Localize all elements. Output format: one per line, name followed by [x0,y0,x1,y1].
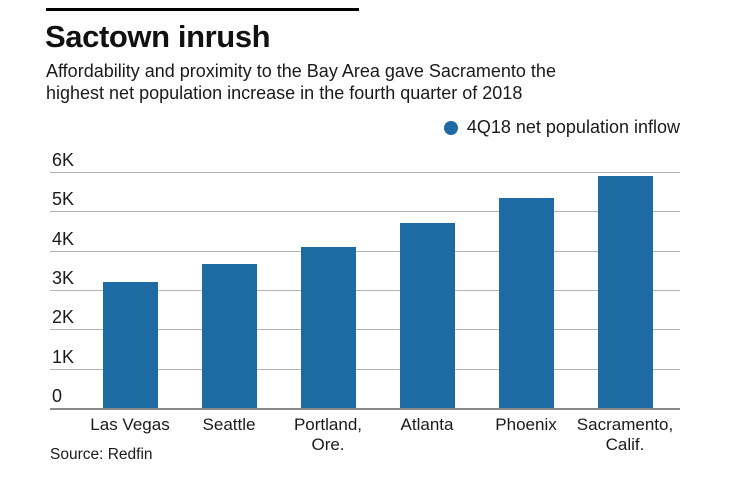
y-tick-label-4k: 4K [52,228,75,249]
gridline-4k [50,250,680,252]
legend: 4Q18 net population inflow [443,117,680,138]
gridline-3k [50,290,680,291]
gridline-5k [50,211,680,213]
x-tick-label-seattle: Seattle [169,415,289,435]
header-rule [46,8,359,11]
y-tick-label-5k: 5K [52,189,75,210]
gridline-1k [50,368,680,370]
bar-las-vegas [102,282,158,408]
x-tick-label-atlanta: Atlanta [367,415,487,435]
gridline-6k [50,172,680,173]
x-tick-label-line: Phoenix [495,415,557,434]
x-tick-label-line: Portland, [293,415,363,434]
x-tick-label-line: Seattle [202,415,256,434]
bar-seattle [201,264,257,408]
bar-atlanta [399,223,455,408]
x-tick-label-phoenix: Phoenix [466,415,586,435]
bar-phoenix [498,197,554,408]
legend-marker-dot [443,120,458,135]
bar-sacramento-calif [597,175,653,408]
source-attribution: Source: Redfin [50,446,153,463]
plot-area: 6K 5K 4K 3K 2K 1K 0 Las Vegas Seattle Portland, Or… [50,150,680,454]
chart-subtitle: Affordability and proximity to the Bay A… [46,60,556,104]
x-tick-label-line: Ore. [311,435,345,454]
x-tick-label-line: Sacramento, [576,415,674,434]
y-tick-label-2k: 2K [52,307,75,328]
gridline-2k [50,329,680,331]
x-tick-label-line: Las Vegas [90,415,170,434]
y-tick-label-3k: 3K [52,268,75,288]
x-tick-label-line: Atlanta [400,415,454,434]
y-tick-label-6k: 6K [52,150,75,170]
x-tick-label-portland-ore: Portland, Ore. [268,415,388,455]
bar-portland-ore [300,246,356,408]
x-axis-line [50,408,680,410]
chart-title: Sactown inrush [45,19,271,54]
x-tick-label-sacramento-calif: Sacramento, Calif. [565,415,685,455]
chart-subtitle-line-2: highest net population increase in the f… [46,83,523,103]
y-tick-label-1k: 1K [52,346,75,367]
y-tick-label-0: 0 [52,386,63,406]
x-tick-label-line: Calif. [605,435,645,454]
x-tick-label-las-vegas: Las Vegas [70,415,190,435]
chart-subtitle-line-1: Affordability and proximity to the Bay A… [46,61,556,81]
legend-label: 4Q18 net population inflow [466,117,680,137]
